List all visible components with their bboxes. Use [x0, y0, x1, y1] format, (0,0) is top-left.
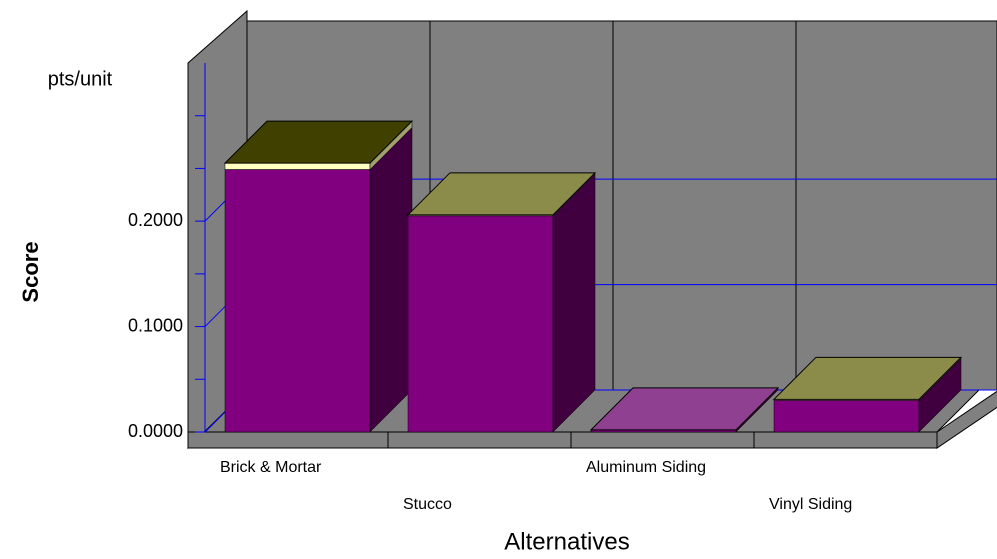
y-axis-title: Score	[18, 241, 43, 302]
x-tick-label: Brick & Mortar	[220, 459, 322, 476]
bar-front	[407, 215, 554, 433]
bar-top	[223, 120, 414, 164]
x-tick-label: Vinyl Siding	[769, 496, 852, 513]
bar-top	[406, 172, 597, 216]
y-unit-label: pts/unit	[48, 68, 113, 90]
y-tick-label: 0.0000	[128, 421, 183, 441]
bar-side	[369, 126, 413, 433]
y-tick-label: 0.1000	[128, 315, 183, 335]
floor-front	[187, 431, 938, 449]
floor-side	[936, 390, 997, 449]
bar-side	[552, 173, 596, 433]
x-axis-title: Alternatives	[504, 528, 629, 555]
bar-top	[772, 356, 963, 400]
bar-top	[589, 387, 780, 431]
y-tick-label: 0.2000	[128, 210, 183, 230]
bar-front	[773, 400, 920, 433]
x-tick-label: Stucco	[403, 496, 452, 513]
bar-front	[224, 169, 371, 433]
bar-front	[224, 162, 371, 170]
x-tick-label: Aluminum Siding	[586, 459, 706, 476]
